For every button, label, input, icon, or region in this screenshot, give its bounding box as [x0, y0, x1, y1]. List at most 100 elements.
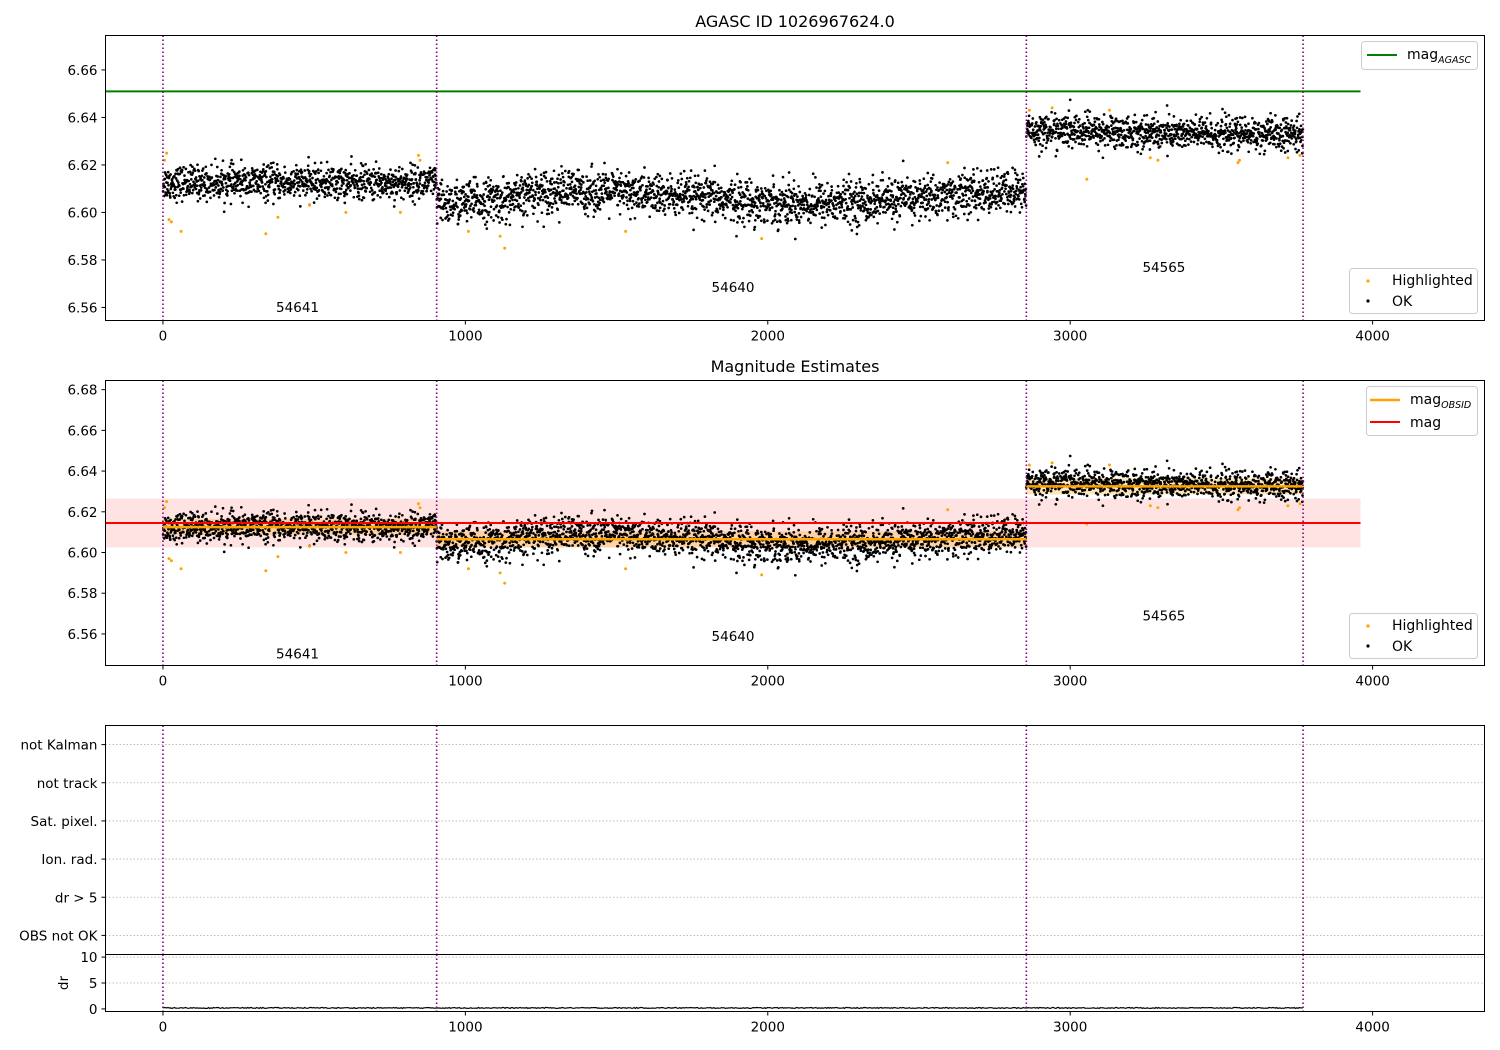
ok-point: [266, 193, 270, 197]
ok-point: [310, 532, 313, 536]
ok-point: [1061, 126, 1064, 130]
ok-point: [219, 187, 223, 191]
ok-point: [644, 195, 648, 199]
ok-point: [1142, 136, 1146, 140]
ok-point: [1224, 131, 1227, 134]
ok-point: [605, 190, 608, 194]
ok-point: [396, 185, 400, 189]
ok-point: [983, 182, 987, 186]
ok-point: [672, 200, 676, 203]
ok-point: [208, 190, 212, 194]
ok-point: [305, 191, 309, 195]
ok-point: [809, 221, 812, 225]
ok-point: [1001, 192, 1004, 196]
ok-point: [1158, 145, 1162, 148]
ok-point: [319, 161, 323, 165]
ok-point: [602, 200, 606, 204]
ok-point: [239, 177, 242, 181]
ok-point: [414, 171, 417, 175]
ok-point: [298, 205, 302, 208]
ok-point: [1156, 120, 1160, 123]
ok-point: [958, 196, 961, 199]
ok-point: [783, 193, 786, 197]
ok-point: [314, 170, 318, 173]
ok-point: [1074, 118, 1078, 122]
ok-point: [1081, 138, 1084, 142]
ok-point: [682, 190, 685, 193]
ok-point: [846, 220, 850, 224]
ok-point: [819, 185, 822, 189]
ok-point: [1069, 121, 1073, 125]
ok-point: [677, 211, 681, 215]
ok-point: [405, 173, 409, 177]
ok-point: [653, 177, 657, 181]
ok-point: [228, 512, 232, 515]
ok-point: [350, 155, 353, 158]
ok-point: [938, 181, 941, 184]
ok-point: [753, 201, 757, 205]
ok-point: [239, 194, 242, 198]
ok-point: [190, 191, 194, 195]
ok-point: [255, 514, 259, 518]
ok-point: [879, 178, 883, 182]
ok-point: [1140, 139, 1144, 143]
ok-point: [422, 192, 425, 196]
ok-point: [729, 218, 733, 222]
ok-point: [852, 197, 856, 201]
ok-point: [822, 205, 826, 209]
ok-point: [1148, 139, 1152, 143]
ok-point: [1196, 138, 1200, 142]
ok-point: [918, 193, 921, 197]
x-tick-label: 3000: [1053, 329, 1087, 345]
ok-point: [857, 194, 860, 198]
ok-point: [257, 183, 260, 187]
ok-point: [778, 213, 782, 217]
ok-point: [970, 199, 974, 202]
ok-point: [539, 195, 543, 199]
ok-point: [695, 216, 699, 220]
ok-point: [500, 193, 503, 197]
ok-point: [629, 217, 632, 221]
ok-point: [367, 168, 371, 172]
ok-point: [991, 176, 995, 180]
ok-point: [1078, 124, 1082, 128]
ok-point: [786, 217, 790, 221]
ok-point: [230, 183, 233, 186]
ok-point: [1004, 192, 1008, 196]
ok-point: [272, 161, 275, 165]
ok-point: [492, 207, 496, 211]
ok-point: [1011, 187, 1015, 191]
ok-point: [873, 202, 877, 206]
ok-point: [829, 191, 833, 195]
ok-point: [1245, 132, 1248, 136]
ok-point: [360, 183, 364, 187]
ok-point: [796, 199, 800, 202]
ok-point: [1269, 125, 1273, 129]
ok-point: [560, 201, 564, 204]
ok-point: [317, 188, 321, 192]
ok-point: [1006, 172, 1010, 176]
ok-point: [561, 175, 565, 179]
ok-point: [922, 196, 926, 200]
ok-point: [679, 195, 682, 199]
ok-point: [1110, 116, 1114, 120]
ok-point: [1146, 139, 1150, 143]
ok-point: [557, 173, 561, 177]
ok-point: [752, 228, 756, 231]
ok-point: [199, 186, 203, 189]
ok-point: [184, 167, 188, 171]
ok-point: [1041, 118, 1045, 122]
ok-point: [861, 188, 864, 192]
ok-point: [610, 196, 614, 200]
ok-point: [968, 189, 972, 192]
ok-point: [804, 196, 808, 200]
ok-point: [179, 534, 183, 537]
ok-point: [702, 205, 706, 209]
ok-point: [750, 208, 754, 212]
ok-point: [423, 181, 427, 185]
ok-point: [581, 175, 585, 179]
ok-point: [1175, 123, 1178, 127]
ok-point: [370, 172, 374, 175]
ok-point: [843, 192, 847, 196]
ok-point: [790, 208, 793, 212]
